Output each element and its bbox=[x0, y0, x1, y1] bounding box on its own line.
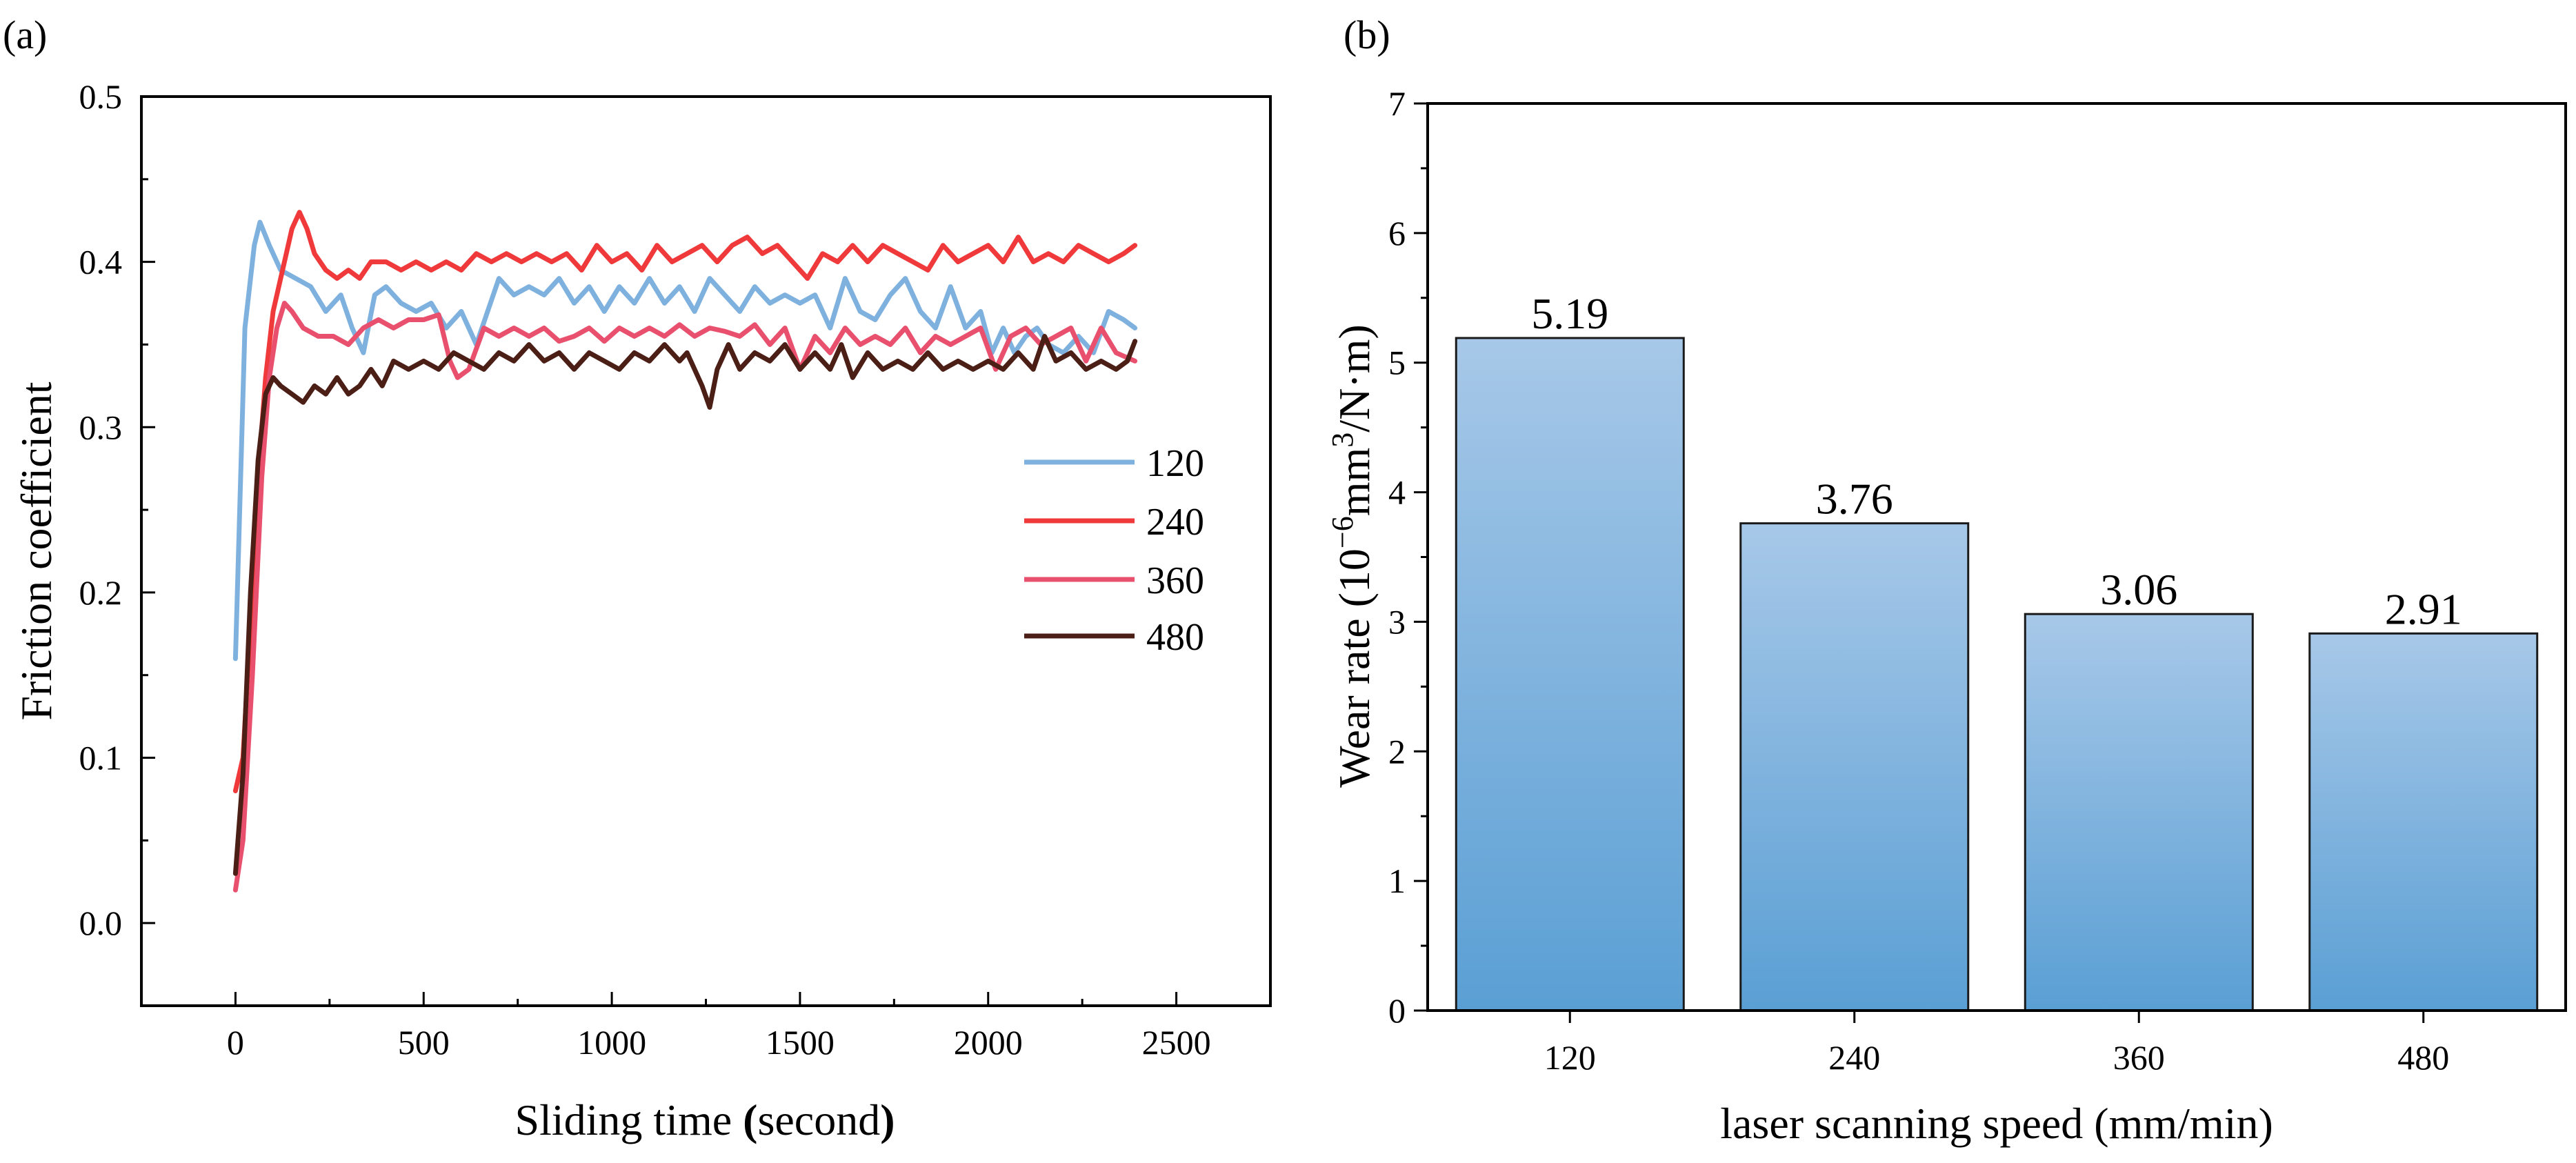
bar-value-label-120: 5.19 bbox=[1531, 289, 1608, 338]
x-tick-label: 0 bbox=[227, 1023, 244, 1062]
panel-a-y-axis: 0.0 0.1 0.2 0.3 0.4 0.5 bbox=[79, 77, 155, 1007]
bar-480 bbox=[2308, 632, 2539, 1012]
bar-120 bbox=[1455, 337, 1685, 1012]
bar-value-label-360: 3.06 bbox=[2100, 565, 2177, 614]
y-tick-label: 0.1 bbox=[79, 739, 123, 777]
series-line-480 bbox=[232, 334, 1138, 876]
panel-a-y-axis-title: Friction coefficient bbox=[12, 381, 61, 720]
x-tick-label: 240 bbox=[1828, 1038, 1880, 1077]
y-tick-label: 7 bbox=[1388, 84, 1406, 123]
legend-item-480: 480 bbox=[1024, 616, 1204, 659]
y-tick-label: 1 bbox=[1388, 862, 1406, 900]
y-tick-label: 0.3 bbox=[79, 408, 123, 446]
panel-a-label: (a) bbox=[3, 12, 47, 57]
panel-b-y-axis-title: Wear rate (10−6mm3/N·m) bbox=[1326, 324, 1379, 787]
series-line-240 bbox=[232, 210, 1138, 793]
panel-a: (a) 0.0 0.1 0.2 0.3 0.4 0.5 0 500 1000 1500 2000 2… bbox=[3, 12, 1272, 1144]
x-tick-label: 2000 bbox=[954, 1023, 1023, 1062]
panel-a-x-axis: 0 500 1000 1500 2000 2500 bbox=[227, 992, 1211, 1062]
y-tick-label: 6 bbox=[1388, 214, 1406, 252]
legend-label-480: 480 bbox=[1146, 616, 1204, 659]
legend-item-360: 360 bbox=[1024, 559, 1204, 602]
legend-label-360: 360 bbox=[1146, 559, 1204, 602]
y-tick-label: 3 bbox=[1388, 602, 1406, 641]
legend-item-240: 240 bbox=[1024, 501, 1204, 544]
bar-value-label-240: 3.76 bbox=[1816, 475, 1893, 524]
x-tick-label: 360 bbox=[2113, 1038, 2165, 1077]
bar-240 bbox=[1739, 522, 1970, 1012]
x-tick-label: 1000 bbox=[577, 1023, 646, 1062]
y-tick-label: 0.2 bbox=[79, 573, 123, 612]
y-tick-label: 4 bbox=[1388, 473, 1406, 512]
panel-a-x-axis-title: Sliding time (second) bbox=[515, 1095, 895, 1144]
bar-value-label-480: 2.91 bbox=[2385, 584, 2462, 633]
panel-b-label: (b) bbox=[1344, 12, 1390, 57]
legend-label-120: 120 bbox=[1146, 442, 1204, 485]
x-tick-label: 2500 bbox=[1142, 1023, 1211, 1062]
y-tick-label: 0.5 bbox=[79, 77, 123, 116]
x-tick-label: 1500 bbox=[766, 1023, 835, 1062]
panel-b-value-labels: 5.19 3.76 3.06 2.91 bbox=[1531, 289, 2462, 633]
legend-label-240: 240 bbox=[1146, 501, 1204, 544]
series-line-360 bbox=[232, 301, 1138, 893]
y-tick-label: 0.4 bbox=[79, 243, 123, 281]
panel-a-series-lines bbox=[232, 210, 1138, 893]
legend-item-120: 120 bbox=[1024, 442, 1204, 485]
panel-b-bars bbox=[1455, 337, 2539, 1012]
panel-b-y-axis: 0 1 2 3 4 5 6 7 bbox=[1388, 84, 1428, 1030]
y-tick-label: 2 bbox=[1388, 732, 1406, 771]
panel-b: (b) 0 1 2 3 4 5 6 7 120 240 360 480 5.19 3.76 3.06 2.… bbox=[1326, 12, 2567, 1148]
panel-b-x-axis-title: laser scanning speed (mm/min) bbox=[1720, 1099, 2273, 1148]
y-tick-label: 0 bbox=[1388, 991, 1406, 1030]
panel-a-legend: 120 240 360 480 bbox=[1024, 442, 1204, 659]
panel-b-x-axis: 120 240 360 480 bbox=[1544, 1011, 2449, 1077]
y-tick-label: 5 bbox=[1388, 344, 1406, 382]
y-tick-label: 0.0 bbox=[79, 904, 123, 942]
x-tick-label: 120 bbox=[1544, 1038, 1596, 1077]
series-line-120 bbox=[232, 219, 1138, 662]
x-tick-label: 500 bbox=[398, 1023, 450, 1062]
x-tick-label: 480 bbox=[2397, 1038, 2449, 1077]
bar-360 bbox=[2024, 613, 2254, 1012]
